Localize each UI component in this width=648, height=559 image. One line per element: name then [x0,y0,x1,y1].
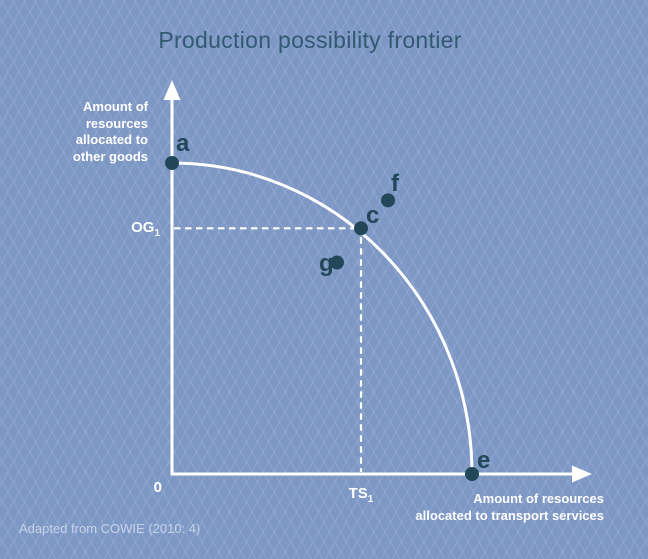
x-tick-text: TS [348,485,368,502]
y-axis-arrowhead [163,80,181,100]
x-tick-sub: 1 [367,494,374,505]
x-axis-title-line: Amount of resources [473,491,604,506]
source-note: Adapted from COWIE (2010: 4) [19,521,201,536]
y-tick-label: OG1 [100,217,160,245]
y-tick-sub: 1 [154,228,160,240]
chart-title: Production possibility frontier [158,27,462,53]
y-tick-text: OG [131,219,155,237]
point-label-c: c [366,202,380,230]
point-label-a: a [176,130,190,157]
point-dot-g [330,255,344,270]
point-dot-c [354,221,368,236]
ppf-curve [171,161,474,475]
point-label-f: f [391,170,399,198]
origin-label: 0 [153,479,162,496]
point-dot-a [165,156,179,170]
point-dot-e [465,467,479,481]
point-label-e: e [477,447,491,474]
x-tick-label: TS1 [333,483,389,511]
data-points [165,156,479,481]
point-label-g: g [319,249,334,277]
y-axis-title: Amount of resources allocated to other g… [18,99,148,165]
x-axis-arrowhead [572,465,592,483]
y-axis-title-line: Amount of resources [83,99,148,131]
guide-lines [174,227,363,472]
y-axis-title-line: allocated to [75,132,148,147]
y-axis-title-line: other goods [72,148,148,164]
x-axis-title: Amount of resources allocated to transpo… [394,491,604,524]
x-axis-title-line: allocated to transport services [415,507,604,523]
point-dot-f [381,193,395,208]
